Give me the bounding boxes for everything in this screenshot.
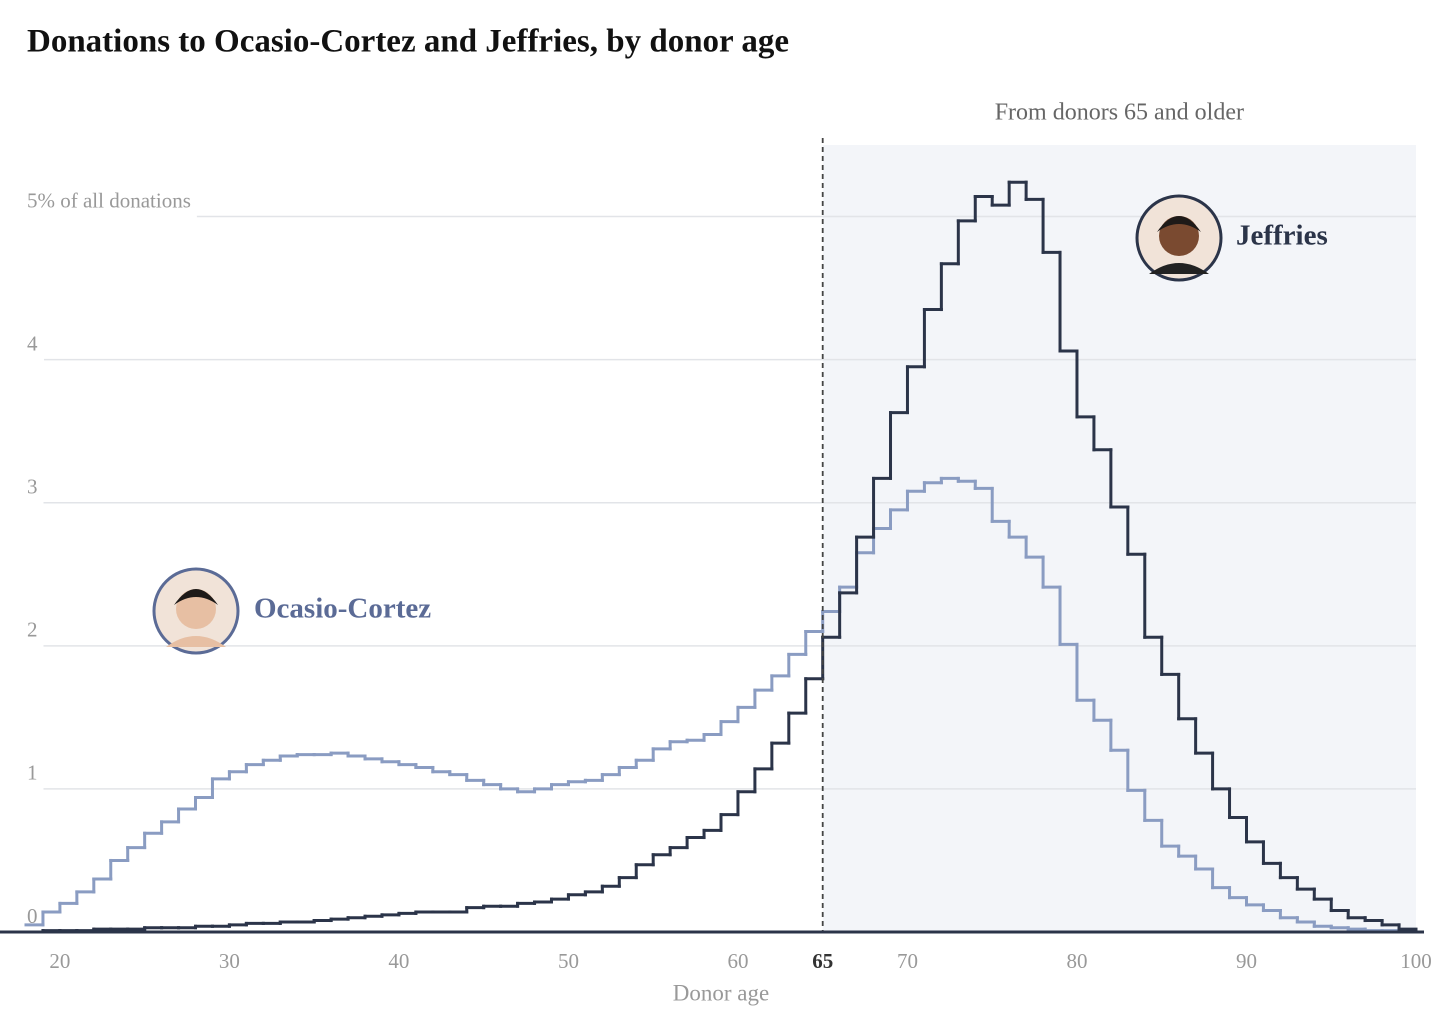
y-tick-label: 2 [27,618,38,642]
series-label-1: Jeffries [1135,194,1328,282]
x-tick-label: 90 [1236,949,1257,973]
portrait-face [176,589,216,629]
y-tick-label: 0 [27,904,38,928]
x-tick-label: 60 [727,949,748,973]
legend-label: Jeffries [1236,220,1328,252]
x-tick-label: 70 [897,949,918,973]
portrait-hair [174,589,218,605]
annotation: From donors 65 and older [995,100,1244,126]
portrait-face [1159,216,1199,256]
portrait-body [166,636,226,647]
y-tick-label: 4 [27,331,38,355]
x-tick-label: 20 [49,949,70,973]
y-tick-label: 3 [27,475,38,499]
portrait-body [1149,263,1209,274]
y-tick-label: 1 [27,761,38,785]
x-tick-label: 30 [219,949,240,973]
portrait-hair [1157,216,1201,232]
x-tick-label: 65 [812,949,833,973]
x-tick-label: 100 [1400,949,1432,973]
legend-label: Ocasio-Cortez [254,593,431,625]
x-tick-label: 80 [1066,949,1087,973]
highlight-region [822,145,1416,932]
series-label-0: Ocasio-Cortez [152,567,431,655]
x-axis-label: Donor age [673,980,769,1005]
y-tick-label: 5% of all donations [27,188,191,212]
x-tick-label: 40 [388,949,409,973]
chart-title: Donations to Ocasio-Cortez and Jeffries,… [27,24,789,60]
x-tick-label: 50 [558,949,579,973]
